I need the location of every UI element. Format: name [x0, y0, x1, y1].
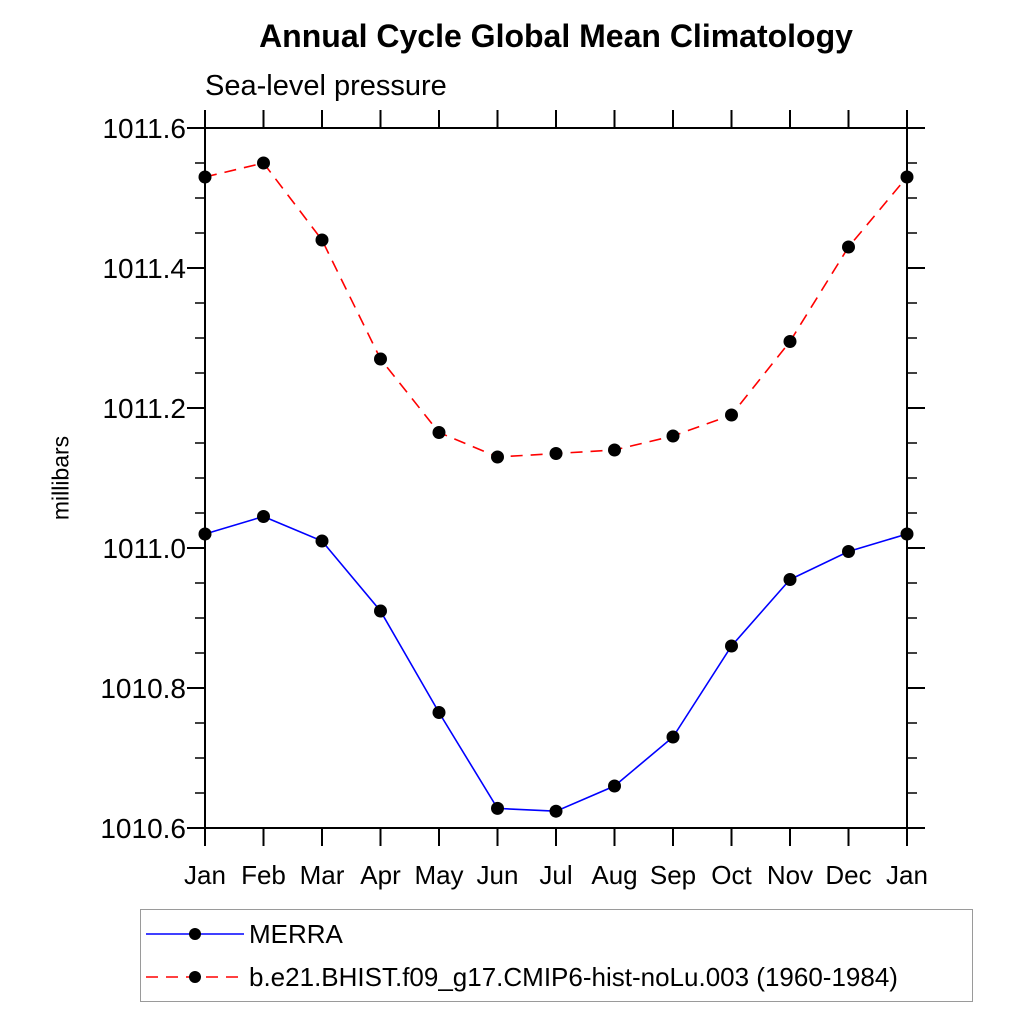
x-tick-label: Oct [711, 860, 752, 890]
data-point [257, 156, 270, 170]
legend-label: b.e21.BHIST.f09_g17.CMIP6-hist-noLu.003 … [249, 962, 898, 992]
x-tick-label: Mar [300, 860, 345, 890]
data-point [900, 527, 914, 541]
chart-subtitle: Sea-level pressure [205, 70, 447, 102]
data-point [842, 240, 855, 254]
data-point [725, 408, 738, 422]
y-tick-label: 1011.2 [102, 393, 186, 424]
x-tick-label: Apr [360, 860, 401, 890]
data-point [608, 779, 621, 793]
series-line-0 [204, 515, 908, 813]
data-point [842, 545, 855, 558]
data-point [608, 443, 621, 457]
series-line-1 [204, 162, 908, 458]
chart-title: Annual Cycle Global Mean Climatology [259, 18, 853, 54]
data-point [315, 534, 329, 548]
legend-marker [189, 928, 201, 940]
x-tick-label: Sep [650, 860, 696, 890]
y-tick-label: 1010.8 [100, 673, 186, 704]
x-tick-label: Dec [825, 860, 871, 890]
y-tick-label: 1011.6 [102, 113, 186, 144]
data-point [549, 804, 563, 818]
y-tick-label: 1011.4 [102, 253, 186, 284]
y-tick-label: 1011.0 [102, 533, 186, 564]
data-point [725, 639, 738, 653]
data-point [491, 450, 504, 464]
data-point [491, 801, 504, 815]
legend-marker [189, 971, 201, 983]
data-point [198, 527, 212, 541]
data-point [257, 510, 270, 523]
data-point [783, 335, 797, 348]
data-point [315, 233, 329, 247]
x-tick-label: Jun [477, 860, 519, 890]
data-point [666, 429, 680, 443]
x-tick-label: Jan [886, 860, 928, 890]
data-point [900, 170, 914, 184]
legend-label: MERRA [249, 919, 343, 949]
y-tick-label: 1010.6 [100, 813, 186, 844]
data-point [374, 604, 387, 618]
x-tick-label: Nov [767, 860, 813, 890]
x-tick-label: Feb [241, 860, 286, 890]
data-point [374, 352, 387, 366]
legend-line-sample [146, 971, 244, 983]
legend-item: MERRA [141, 911, 343, 957]
legend-item: b.e21.BHIST.f09_g17.CMIP6-hist-noLu.003 … [141, 954, 898, 1000]
legend: MERRA b.e21.BHIST.f09_g17.CMIP6-hist-noL… [140, 909, 973, 1002]
x-tick-label: Aug [591, 860, 637, 890]
data-point [432, 426, 446, 439]
legend-line-sample [146, 928, 244, 940]
x-tick-label: Jan [184, 860, 226, 890]
x-tick-label: May [414, 860, 463, 890]
data-point [198, 170, 212, 184]
data-point [549, 447, 563, 460]
data-point [432, 706, 446, 719]
data-point [666, 730, 680, 744]
x-tick-label: Jul [539, 860, 572, 890]
data-point [783, 573, 797, 586]
